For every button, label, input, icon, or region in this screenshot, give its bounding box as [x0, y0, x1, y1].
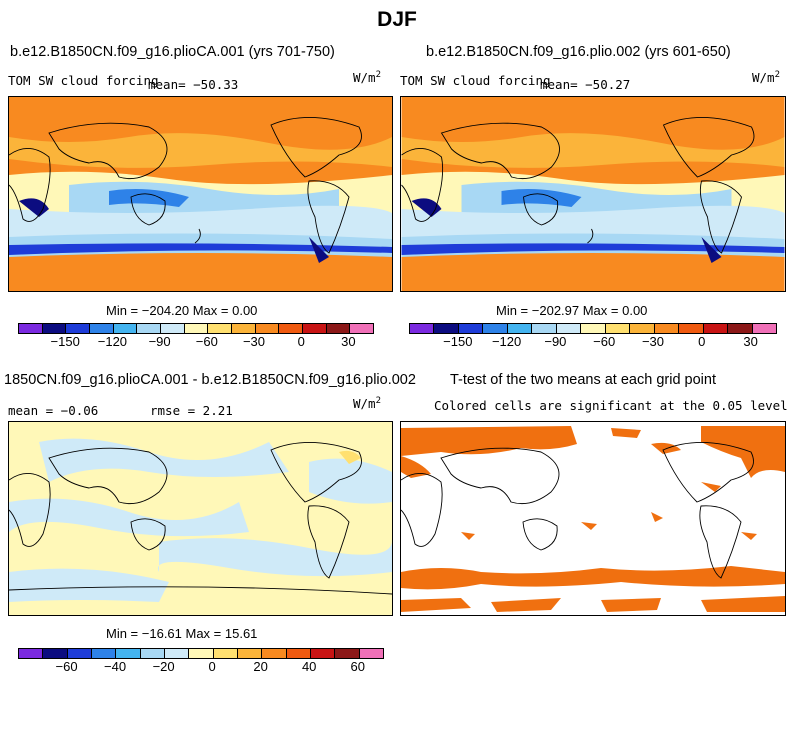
colorbar-top-right-swatch [630, 324, 655, 333]
colorbar-bottom-left-swatch [310, 649, 336, 658]
colorbar-top-right-swatch [556, 324, 582, 333]
colorbar-ticks-top-right: −150 −120 −90 −60 −30 0 30 [409, 334, 775, 350]
colorbar-top-left-tick-label: −30 [242, 334, 266, 349]
colorbar-bottom-left-swatch [43, 649, 68, 658]
case-title-top-right: b.e12.B1850CN.f09_g16.plio.002 (yrs 601-… [426, 44, 731, 60]
ttest-title: T-test of the two means at each grid poi… [450, 372, 716, 388]
colorbar-bottom-left-swatch [189, 649, 214, 658]
colorbar-bottom-left-swatch [237, 649, 263, 658]
page-title: DJF [377, 8, 417, 31]
colorbar-top-right-swatch [507, 324, 533, 333]
colorbar-bottom-left-tick-label: 0 [208, 659, 216, 674]
colorbar-bottom-left-tick-label: 20 [253, 659, 268, 674]
colorbar-bottom-left-swatch [19, 649, 44, 658]
colorbar-bottom-left-swatch [91, 649, 117, 658]
colorbar-top-left-swatch [255, 324, 280, 333]
colorbar-top-left-swatch [19, 324, 43, 333]
colorbar-top-left-swatch [90, 324, 114, 333]
variable-label-top-right: TOM SW cloud forcing [400, 73, 551, 88]
colorbar-top-left-swatch [326, 324, 351, 333]
colorbar-bottom-left-swatch [140, 649, 165, 658]
colorbar-top-left-swatch [42, 324, 67, 333]
colorbar-top-right-swatch [458, 324, 484, 333]
colorbar-top-right-tick-label: −120 [491, 334, 522, 349]
variable-label-top-left: TOM SW cloud forcing [8, 73, 159, 88]
units-label-bottom-left: W/m2 [353, 396, 381, 412]
minmax-bottom-left: Min = −16.61 Max = 15.61 [106, 626, 258, 641]
mean-label-bottom-left: mean = −0.06 [8, 403, 99, 418]
colorbar-top-left-swatch [208, 324, 233, 333]
minmax-top-left: Min = −204.20 Max = 0.00 [106, 303, 258, 318]
colorbar-bottom-left-tick-label: −60 [55, 659, 78, 674]
colorbar-bottom-left-tick-label: 40 [301, 659, 317, 674]
mean-label-top-left: mean= −50.33 [148, 77, 239, 92]
colorbar-top-left [18, 323, 374, 334]
colorbar-top-left-swatch [113, 324, 138, 333]
colorbar-bottom-left-tick-label: −40 [104, 659, 127, 674]
colorbar-top-right-swatch [483, 324, 508, 333]
units-label-top-left: W/m2 [353, 70, 381, 86]
colorbar-top-right-tick-label: −150 [443, 334, 473, 349]
colorbar-top-left-swatch [161, 324, 185, 333]
colorbar-ticks-bottom-left: −60 −40 −20 0 20 40 60 [18, 659, 382, 675]
colorbar-top-left-tick-label: 0 [297, 334, 305, 349]
colorbar-top-right-swatch [605, 324, 631, 333]
ttest-subtitle: Colored cells are significant at the 0.0… [434, 398, 788, 413]
colorbar-bottom-left-swatch [213, 649, 238, 658]
case-title-bottom-left: 1850CN.f09_g16.plioCA.001 - b.e12.B1850C… [4, 372, 416, 388]
colorbar-bottom-left-swatch [164, 649, 190, 658]
colorbar-top-left-tick-label: 30 [341, 334, 356, 349]
colorbar-top-left-tick-label: −90 [148, 334, 171, 349]
colorbar-bottom-left-swatch [359, 649, 383, 658]
colorbar-top-right-swatch [752, 324, 777, 333]
colorbar-top-right-swatch [532, 324, 557, 333]
colorbar-top-right-swatch [703, 324, 729, 333]
colorbar-top-left-tick-label: −120 [97, 334, 128, 349]
colorbar-top-left-tick-label: −150 [50, 334, 80, 349]
colorbar-top-right [409, 323, 777, 334]
colorbar-bottom-left [18, 648, 384, 659]
colorbar-top-right-swatch [654, 324, 680, 333]
colorbar-top-left-swatch [350, 324, 374, 333]
case-title-top-left: b.e12.B1850CN.f09_g16.plioCA.001 (yrs 70… [10, 44, 335, 60]
colorbar-top-right-swatch [679, 324, 704, 333]
map-top-right [400, 96, 786, 292]
colorbar-top-left-tick-label: −60 [195, 334, 218, 349]
colorbar-bottom-left-swatch [116, 649, 141, 658]
colorbar-top-left-swatch [303, 324, 327, 333]
colorbar-bottom-left-swatch [262, 649, 287, 658]
colorbar-bottom-left-tick-label: −20 [152, 659, 175, 674]
colorbar-top-left-swatch [232, 324, 256, 333]
colorbar-top-right-tick-label: 0 [698, 334, 706, 349]
colorbar-top-right-swatch [434, 324, 459, 333]
colorbar-top-left-swatch [279, 324, 304, 333]
colorbar-top-right-tick-label: −30 [641, 334, 665, 349]
colorbar-bottom-left-swatch [286, 649, 311, 658]
colorbar-bottom-left-tick-label: 60 [350, 659, 365, 674]
map-bottom-right [400, 421, 786, 616]
minmax-top-right: Min = −202.97 Max = 0.00 [496, 303, 648, 318]
colorbar-top-left-swatch [137, 324, 162, 333]
colorbar-top-right-swatch [581, 324, 606, 333]
rmse-label-bottom-left: rmse = 2.21 [150, 403, 233, 418]
colorbar-top-left-swatch [66, 324, 91, 333]
colorbar-top-left-swatch [184, 324, 209, 333]
colorbar-bottom-left-swatch [335, 649, 360, 658]
colorbar-ticks-top-left: −150 −120 −90 −60 −30 0 30 [18, 334, 372, 350]
colorbar-bottom-left-swatch [67, 649, 92, 658]
colorbar-top-right-swatch [728, 324, 753, 333]
map-top-left [8, 96, 393, 292]
units-label-top-right: W/m2 [752, 70, 780, 86]
colorbar-top-right-tick-label: −60 [593, 334, 616, 349]
mean-label-top-right: mean= −50.27 [540, 77, 631, 92]
colorbar-top-right-tick-label: −90 [544, 334, 567, 349]
map-bottom-left [8, 421, 393, 616]
colorbar-top-right-swatch [410, 324, 435, 333]
colorbar-top-right-tick-label: 30 [743, 334, 758, 349]
